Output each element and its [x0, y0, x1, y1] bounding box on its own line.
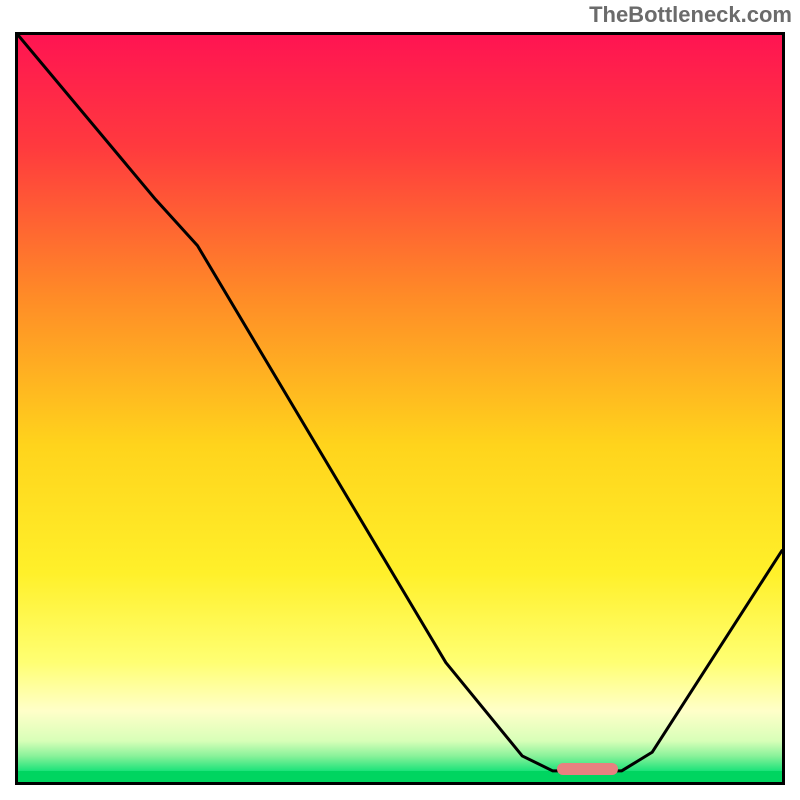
- plot-area: [15, 32, 785, 785]
- chart-container: TheBottleneck.com: [0, 0, 800, 800]
- watermark-text: TheBottleneck.com: [589, 2, 792, 28]
- highlight-marker: [557, 763, 618, 775]
- curve-overlay: [18, 35, 782, 782]
- bottleneck-curve: [18, 35, 782, 771]
